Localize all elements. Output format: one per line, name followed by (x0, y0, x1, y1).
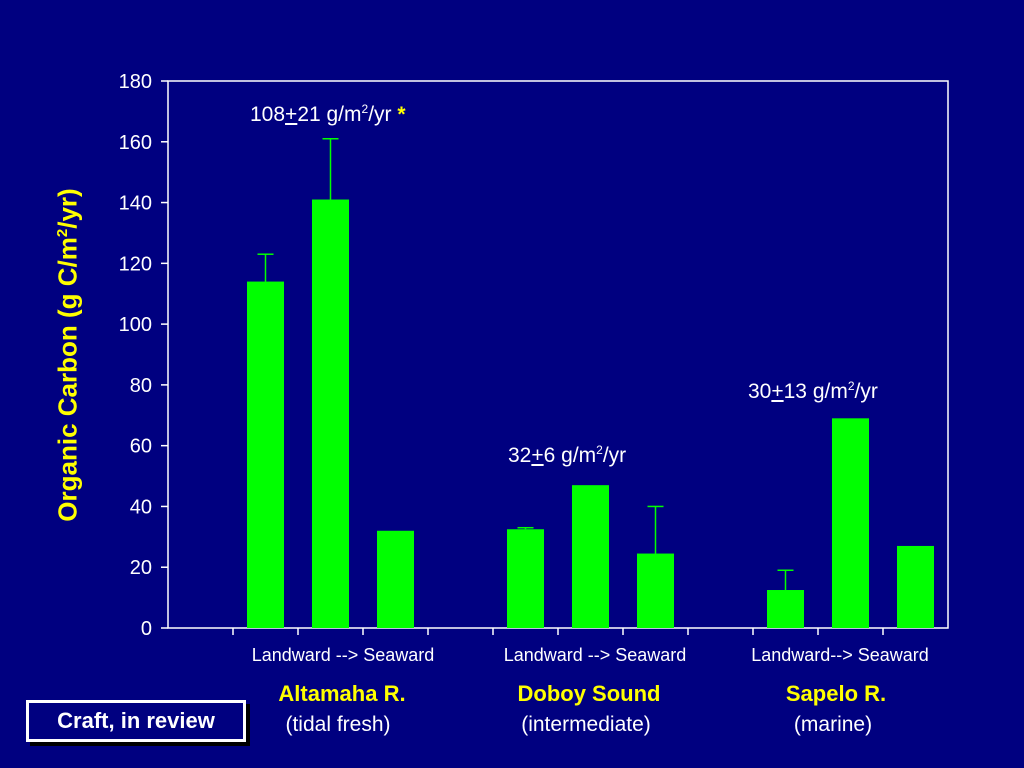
y-tick-label: 100 (119, 314, 152, 336)
group-tick-label-3: Landward--> Seaward (751, 645, 929, 665)
group-tick-label-1: Landward --> Seaward (251, 645, 435, 665)
bar (832, 418, 869, 628)
bar (312, 199, 349, 628)
y-tick-label: 60 (130, 436, 152, 458)
bar (637, 553, 674, 628)
citation-note: Craft, in review (26, 700, 246, 742)
annotation-sapelo: 30+13 g/m2/yr (748, 379, 878, 403)
type-label-altamaha: (tidal fresh) (285, 713, 391, 736)
bar (247, 281, 284, 628)
y-tick-label: 160 (119, 132, 152, 154)
y-tick-label: 0 (141, 618, 152, 640)
y-tick-label: 80 (130, 375, 152, 397)
y-tick-label: 180 (119, 71, 152, 93)
bar (897, 545, 934, 628)
y-tick-label: 40 (130, 496, 152, 518)
annotation-altamaha: 108+21 g/m2/yr * (250, 102, 406, 126)
site-label-altamaha: Altamaha R. (278, 681, 406, 706)
type-label-sapelo: (marine) (793, 713, 873, 736)
bar (572, 485, 609, 628)
site-label-sapelo: Sapelo R. (785, 681, 887, 706)
y-tick-label: 140 (119, 193, 152, 215)
y-axis-label: Organic Carbon (g C/m2/yr) (52, 188, 83, 522)
y-tick-label: 120 (119, 253, 152, 275)
site-label-doboy: Doboy Sound (517, 681, 661, 706)
type-label-doboy: (intermediate) (521, 713, 651, 736)
significance-star: * (397, 103, 406, 126)
bar (507, 529, 544, 628)
bar (767, 590, 804, 628)
y-tick-label: 20 (130, 557, 152, 579)
plot-frame (167, 80, 949, 629)
bar (377, 530, 414, 628)
annotation-doboy: 32+6 g/m2/yr (508, 443, 627, 467)
group-tick-label-2: Landward --> Seaward (503, 645, 687, 665)
